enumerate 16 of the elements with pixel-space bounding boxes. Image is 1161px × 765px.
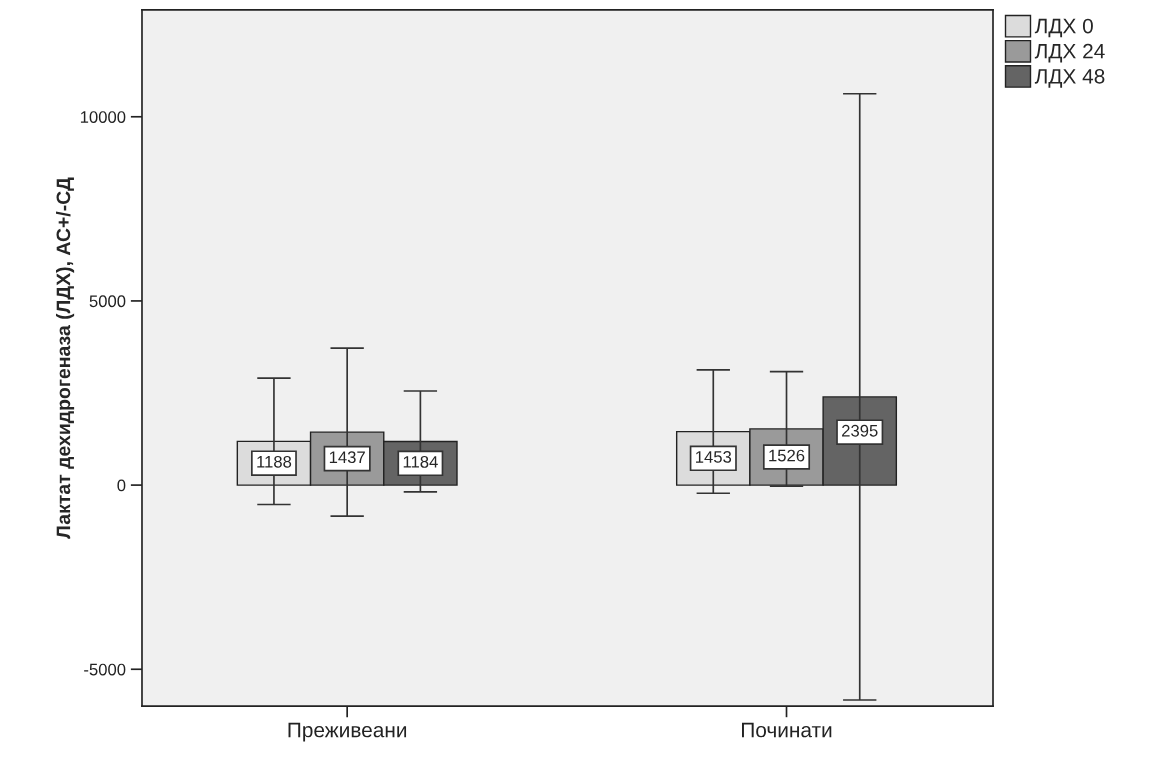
x-tick-label: Преживеани	[288, 722, 407, 742]
x-tick-label: Починати	[742, 722, 832, 738]
data-label: 1437	[329, 451, 365, 464]
data-label: 1188	[257, 455, 292, 468]
data-label: 1526	[769, 449, 805, 462]
data-label: 1184	[403, 455, 438, 468]
y-tick-label: 0	[117, 479, 126, 492]
data-label: 2395	[842, 424, 878, 437]
y-tick-label: -5000	[84, 663, 126, 676]
legend-label: ЛДХ 0	[1034, 18, 1093, 38]
y-axis-title: Лактат дехидрогеназа (ЛДХ), АС+/-СД	[56, 177, 75, 539]
data-label: 1453	[696, 451, 732, 463]
legend-label: ЛДХ 24	[1034, 43, 1105, 63]
y-tick-label: 10000	[80, 111, 126, 123]
y-tick-label: 5000	[89, 295, 126, 308]
legend-label: ЛДХ 48	[1034, 68, 1105, 88]
